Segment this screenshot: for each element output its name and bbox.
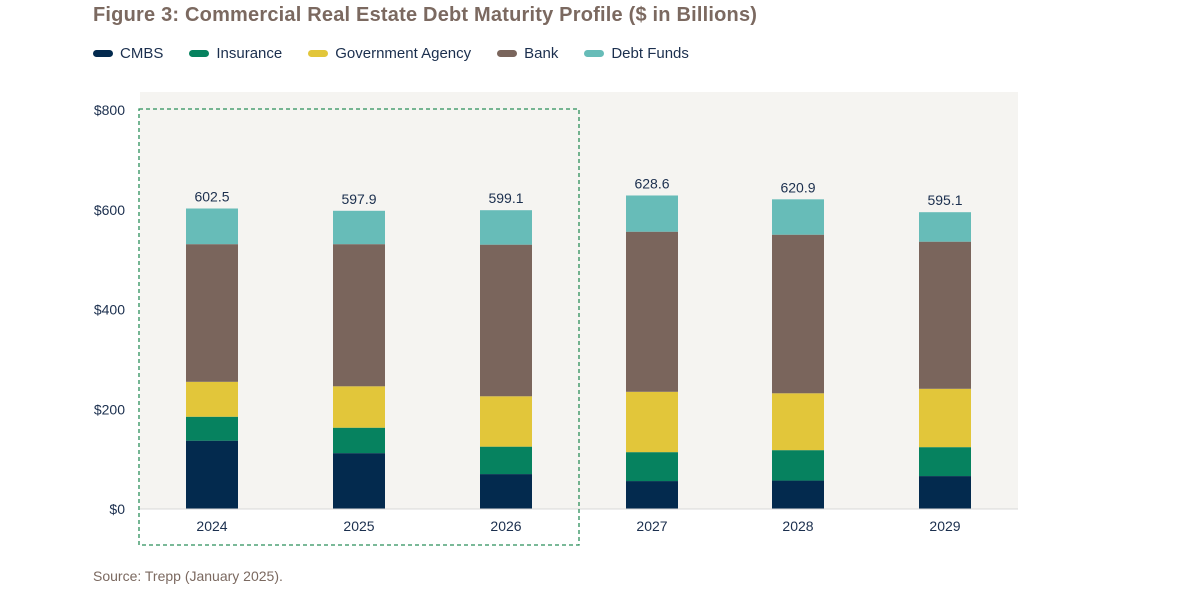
bar-segment-bank-2029 [919,241,971,389]
legend-swatch-government-agency [308,50,329,57]
legend-label-bank: Bank [524,45,559,62]
bar-segment-bank-2026 [480,244,532,397]
y-tick-label: $0 [109,501,125,517]
total-label-2025: 597.9 [341,191,376,207]
bar-segment-debt-funds-2029 [919,212,971,242]
bar-segment-insurance-2029 [919,447,971,477]
x-tick-label-2029: 2029 [929,518,960,534]
bar-segment-government-agency-2026 [480,396,532,447]
legend-item-debt-funds: Debt Funds [584,45,689,62]
highlight-box-near-term [138,108,580,546]
bar-segment-government-agency-2028 [772,393,824,451]
total-label-2027: 628.6 [634,175,669,191]
bar-segment-bank-2025 [333,244,385,387]
bar-segment-bank-2027 [626,231,678,392]
bar-segment-government-agency-2027 [626,391,678,453]
bar-segment-cmbs-2029 [919,476,971,509]
total-label-2029: 595.1 [927,192,962,208]
bar-segment-cmbs-2027 [626,481,678,509]
bar-segment-bank-2024 [186,244,238,382]
legend-item-cmbs: CMBS [93,45,163,62]
bar-segment-insurance-2025 [333,427,385,454]
bar-segment-government-agency-2025 [333,386,385,428]
legend: CMBS Insurance Government Agency Bank De… [93,45,689,62]
bar-segment-insurance-2028 [772,450,824,481]
x-tick-label-2025: 2025 [343,518,374,534]
bar-segment-debt-funds-2025 [333,210,385,245]
bar-segment-government-agency-2024 [186,381,238,417]
y-tick-label: $200 [94,401,125,417]
bar-segment-government-agency-2029 [919,388,971,448]
legend-swatch-cmbs [93,50,113,57]
total-label-2026: 599.1 [488,190,523,206]
y-tick-label: $600 [94,202,125,218]
bar-segment-bank-2028 [772,234,824,394]
bar-segment-debt-funds-2028 [772,199,824,235]
chart-title: Figure 3: Commercial Real Estate Debt Ma… [93,4,758,26]
total-label-2028: 620.9 [780,179,815,195]
bar-segment-cmbs-2024 [186,440,238,509]
total-label-2024: 602.5 [194,189,229,205]
legend-label-insurance: Insurance [216,45,283,62]
legend-swatch-debt-funds [584,50,605,57]
x-tick-label-2028: 2028 [782,518,813,534]
bar-segment-insurance-2024 [186,416,238,441]
y-tick-label: $800 [94,102,125,118]
bar-segment-debt-funds-2026 [480,210,532,245]
bar-segment-debt-funds-2027 [626,195,678,232]
legend-swatch-bank [497,50,518,57]
bar-segment-cmbs-2028 [772,480,824,509]
legend-label-debt-funds: Debt Funds [611,45,689,62]
y-tick-label: $400 [94,302,125,318]
bar-segment-insurance-2026 [480,446,532,475]
x-tick-label-2027: 2027 [636,518,667,534]
x-tick-label-2024: 2024 [196,518,227,534]
legend-label-government-agency: Government Agency [335,45,472,62]
legend-label-cmbs: CMBS [120,45,164,62]
legend-item-insurance: Insurance [189,45,282,62]
legend-item-bank: Bank [497,45,558,62]
legend-item-government-agency: Government Agency [308,45,471,62]
bar-segment-cmbs-2026 [480,474,532,509]
legend-swatch-insurance [189,50,210,57]
source-note: Source: Trepp (January 2025). [93,568,283,584]
bar-segment-insurance-2027 [626,452,678,482]
bar-segment-debt-funds-2024 [186,208,238,245]
x-tick-label-2026: 2026 [490,518,521,534]
bar-segment-cmbs-2025 [333,453,385,509]
